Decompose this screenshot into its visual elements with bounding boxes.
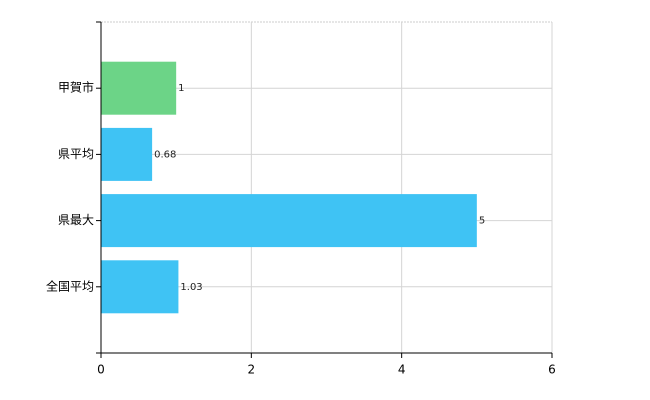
value-label: 1 — [178, 83, 184, 94]
x-tick-label: 0 — [97, 363, 105, 377]
bar — [101, 61, 177, 115]
y-tick-label: 全国平均 — [46, 278, 94, 293]
bar — [101, 194, 477, 248]
value-label: 0.68 — [154, 149, 176, 160]
x-tick-label: 6 — [548, 363, 556, 377]
value-label: 5 — [479, 216, 485, 227]
x-tick-label: 4 — [398, 363, 406, 377]
x-tick-label: 2 — [248, 363, 256, 377]
y-tick-label: 甲賀市 — [58, 80, 94, 95]
bar — [101, 260, 179, 314]
value-label: 1.03 — [180, 282, 202, 293]
y-tick-label: 県最大 — [58, 213, 94, 227]
bar — [101, 127, 153, 181]
y-tick-label: 県平均 — [58, 147, 94, 161]
